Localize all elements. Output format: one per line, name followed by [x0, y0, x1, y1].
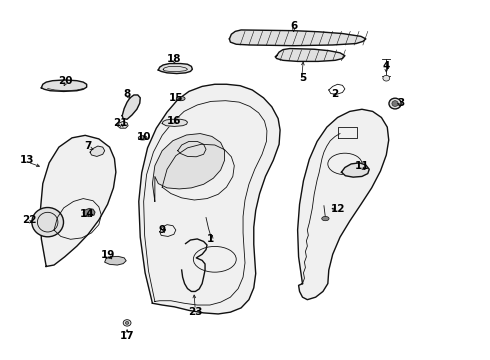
Polygon shape [41, 80, 87, 91]
Text: 21: 21 [114, 118, 128, 128]
Polygon shape [83, 208, 95, 216]
Text: 9: 9 [159, 225, 166, 235]
Ellipse shape [125, 321, 129, 324]
Text: 16: 16 [167, 116, 182, 126]
Polygon shape [275, 49, 345, 62]
Text: 20: 20 [58, 76, 73, 86]
Text: 6: 6 [290, 21, 297, 31]
Polygon shape [229, 30, 366, 46]
Text: 2: 2 [332, 89, 339, 99]
Polygon shape [40, 135, 116, 266]
Polygon shape [297, 109, 389, 300]
Ellipse shape [389, 98, 401, 109]
Text: 18: 18 [167, 54, 182, 64]
Ellipse shape [322, 216, 329, 221]
Text: 13: 13 [20, 156, 34, 165]
Text: 17: 17 [120, 332, 134, 342]
Polygon shape [117, 121, 128, 128]
Text: 10: 10 [136, 132, 151, 142]
Polygon shape [162, 119, 188, 126]
Ellipse shape [383, 75, 390, 81]
Text: 5: 5 [299, 73, 306, 83]
Text: 22: 22 [23, 215, 37, 225]
Polygon shape [139, 84, 280, 314]
Text: 15: 15 [169, 93, 183, 103]
Text: 12: 12 [330, 203, 345, 213]
Polygon shape [105, 256, 126, 265]
Text: 14: 14 [79, 209, 94, 219]
Text: 3: 3 [397, 98, 405, 108]
Text: 4: 4 [383, 61, 390, 71]
Ellipse shape [123, 320, 131, 326]
Polygon shape [90, 146, 105, 157]
Text: 19: 19 [100, 250, 115, 260]
Ellipse shape [392, 101, 398, 107]
Polygon shape [342, 163, 369, 177]
Polygon shape [122, 95, 140, 119]
Text: 23: 23 [188, 307, 202, 317]
Ellipse shape [138, 136, 147, 140]
Polygon shape [152, 134, 224, 202]
Text: 11: 11 [355, 161, 369, 171]
Ellipse shape [176, 96, 185, 101]
Ellipse shape [32, 207, 64, 237]
Text: 1: 1 [207, 234, 215, 244]
Text: 8: 8 [123, 89, 131, 99]
Text: 7: 7 [84, 141, 92, 151]
Polygon shape [158, 64, 193, 73]
